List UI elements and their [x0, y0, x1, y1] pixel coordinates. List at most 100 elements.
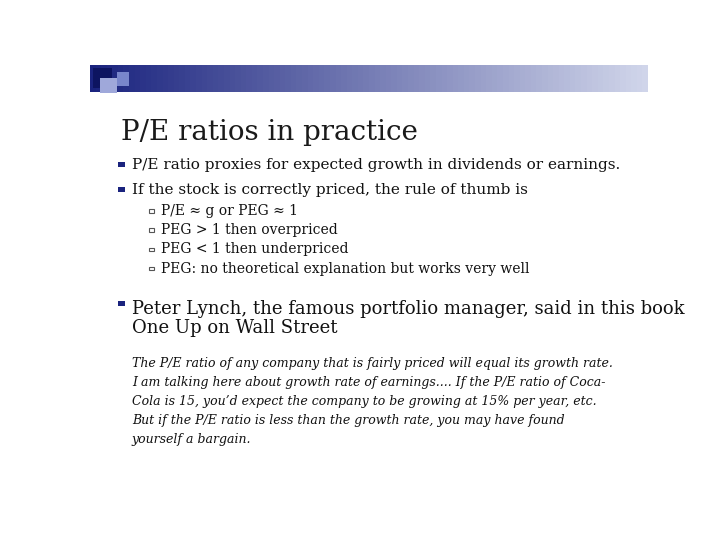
Bar: [297, 65, 303, 92]
Bar: [642, 65, 649, 92]
Bar: [374, 65, 382, 92]
Bar: [124, 65, 130, 92]
Bar: [553, 65, 560, 92]
Bar: [163, 65, 169, 92]
Bar: [96, 65, 102, 92]
Bar: [431, 65, 437, 92]
Bar: [364, 65, 370, 92]
Bar: [469, 65, 476, 92]
Bar: [148, 210, 153, 213]
Bar: [408, 65, 415, 92]
Bar: [570, 65, 577, 92]
Bar: [380, 65, 387, 92]
Text: yourself a bargain.: yourself a bargain.: [132, 433, 251, 446]
Bar: [369, 65, 376, 92]
Bar: [386, 65, 392, 92]
Bar: [419, 65, 426, 92]
Bar: [235, 65, 242, 92]
Text: But if the P/E ratio is less than the growth rate, you may have found: But if the P/E ratio is less than the gr…: [132, 414, 564, 427]
Bar: [531, 65, 538, 92]
Text: Cola is 15, you’d expect the company to be growing at 15% per year, etc.: Cola is 15, you’d expect the company to …: [132, 395, 596, 408]
Bar: [464, 65, 471, 92]
Bar: [609, 65, 616, 92]
Bar: [148, 247, 153, 251]
Bar: [101, 65, 108, 92]
Bar: [341, 65, 348, 92]
Bar: [148, 228, 153, 232]
Bar: [593, 65, 599, 92]
Bar: [336, 65, 342, 92]
Bar: [347, 65, 354, 92]
Bar: [481, 65, 487, 92]
Bar: [207, 65, 214, 92]
Bar: [503, 65, 510, 92]
Bar: [129, 65, 136, 92]
Bar: [291, 65, 297, 92]
Bar: [508, 65, 516, 92]
Text: The P/E ratio of any company that is fairly priced will equal its growth rate.: The P/E ratio of any company that is fai…: [132, 357, 613, 370]
Bar: [112, 65, 119, 92]
Bar: [581, 65, 588, 92]
Bar: [459, 65, 465, 92]
Bar: [118, 301, 125, 306]
Bar: [603, 65, 610, 92]
Bar: [258, 65, 264, 92]
Bar: [392, 65, 398, 92]
Bar: [202, 65, 208, 92]
Bar: [598, 65, 605, 92]
Bar: [118, 65, 125, 92]
Bar: [453, 65, 459, 92]
Bar: [230, 65, 236, 92]
Bar: [436, 65, 443, 92]
Text: One Up on Wall Street: One Up on Wall Street: [132, 319, 338, 338]
Bar: [190, 65, 197, 92]
Bar: [492, 65, 498, 92]
Bar: [107, 65, 114, 92]
Bar: [302, 65, 309, 92]
Bar: [626, 65, 632, 92]
Bar: [559, 65, 565, 92]
Text: PEG < 1 then underpriced: PEG < 1 then underpriced: [161, 242, 349, 256]
Bar: [319, 65, 325, 92]
Bar: [117, 72, 129, 86]
Text: PEG: no theoretical explanation but works very well: PEG: no theoretical explanation but work…: [161, 261, 530, 275]
Bar: [174, 65, 181, 92]
Bar: [615, 65, 621, 92]
Bar: [620, 65, 627, 92]
Bar: [564, 65, 571, 92]
Text: PEG > 1 then overpriced: PEG > 1 then overpriced: [161, 223, 338, 237]
Bar: [313, 65, 320, 92]
Bar: [280, 65, 287, 92]
Bar: [274, 65, 281, 92]
Bar: [285, 65, 292, 92]
Bar: [118, 187, 125, 192]
Text: I am talking here about growth rate of earnings.... If the P/E ratio of Coca-: I am talking here about growth rate of e…: [132, 376, 606, 389]
Bar: [475, 65, 482, 92]
Bar: [447, 65, 454, 92]
Bar: [100, 78, 117, 93]
Bar: [413, 65, 420, 92]
Bar: [498, 65, 504, 92]
Bar: [218, 65, 225, 92]
Bar: [352, 65, 359, 92]
Bar: [637, 65, 644, 92]
Bar: [151, 65, 158, 92]
Text: Peter Lynch, the famous portfolio manager, said in this book: Peter Lynch, the famous portfolio manage…: [132, 300, 685, 318]
Bar: [157, 65, 163, 92]
Bar: [514, 65, 521, 92]
Bar: [526, 65, 532, 92]
Bar: [140, 65, 147, 92]
Bar: [196, 65, 203, 92]
Text: P/E ratio proxies for expected growth in dividends or earnings.: P/E ratio proxies for expected growth in…: [132, 158, 620, 172]
Text: P/E ≈ g or PEG ≈ 1: P/E ≈ g or PEG ≈ 1: [161, 204, 298, 218]
Bar: [547, 65, 554, 92]
Bar: [441, 65, 449, 92]
Bar: [118, 162, 125, 167]
Bar: [269, 65, 275, 92]
Bar: [148, 267, 153, 271]
Bar: [425, 65, 431, 92]
Bar: [575, 65, 582, 92]
Bar: [402, 65, 409, 92]
Bar: [263, 65, 270, 92]
Bar: [179, 65, 186, 92]
